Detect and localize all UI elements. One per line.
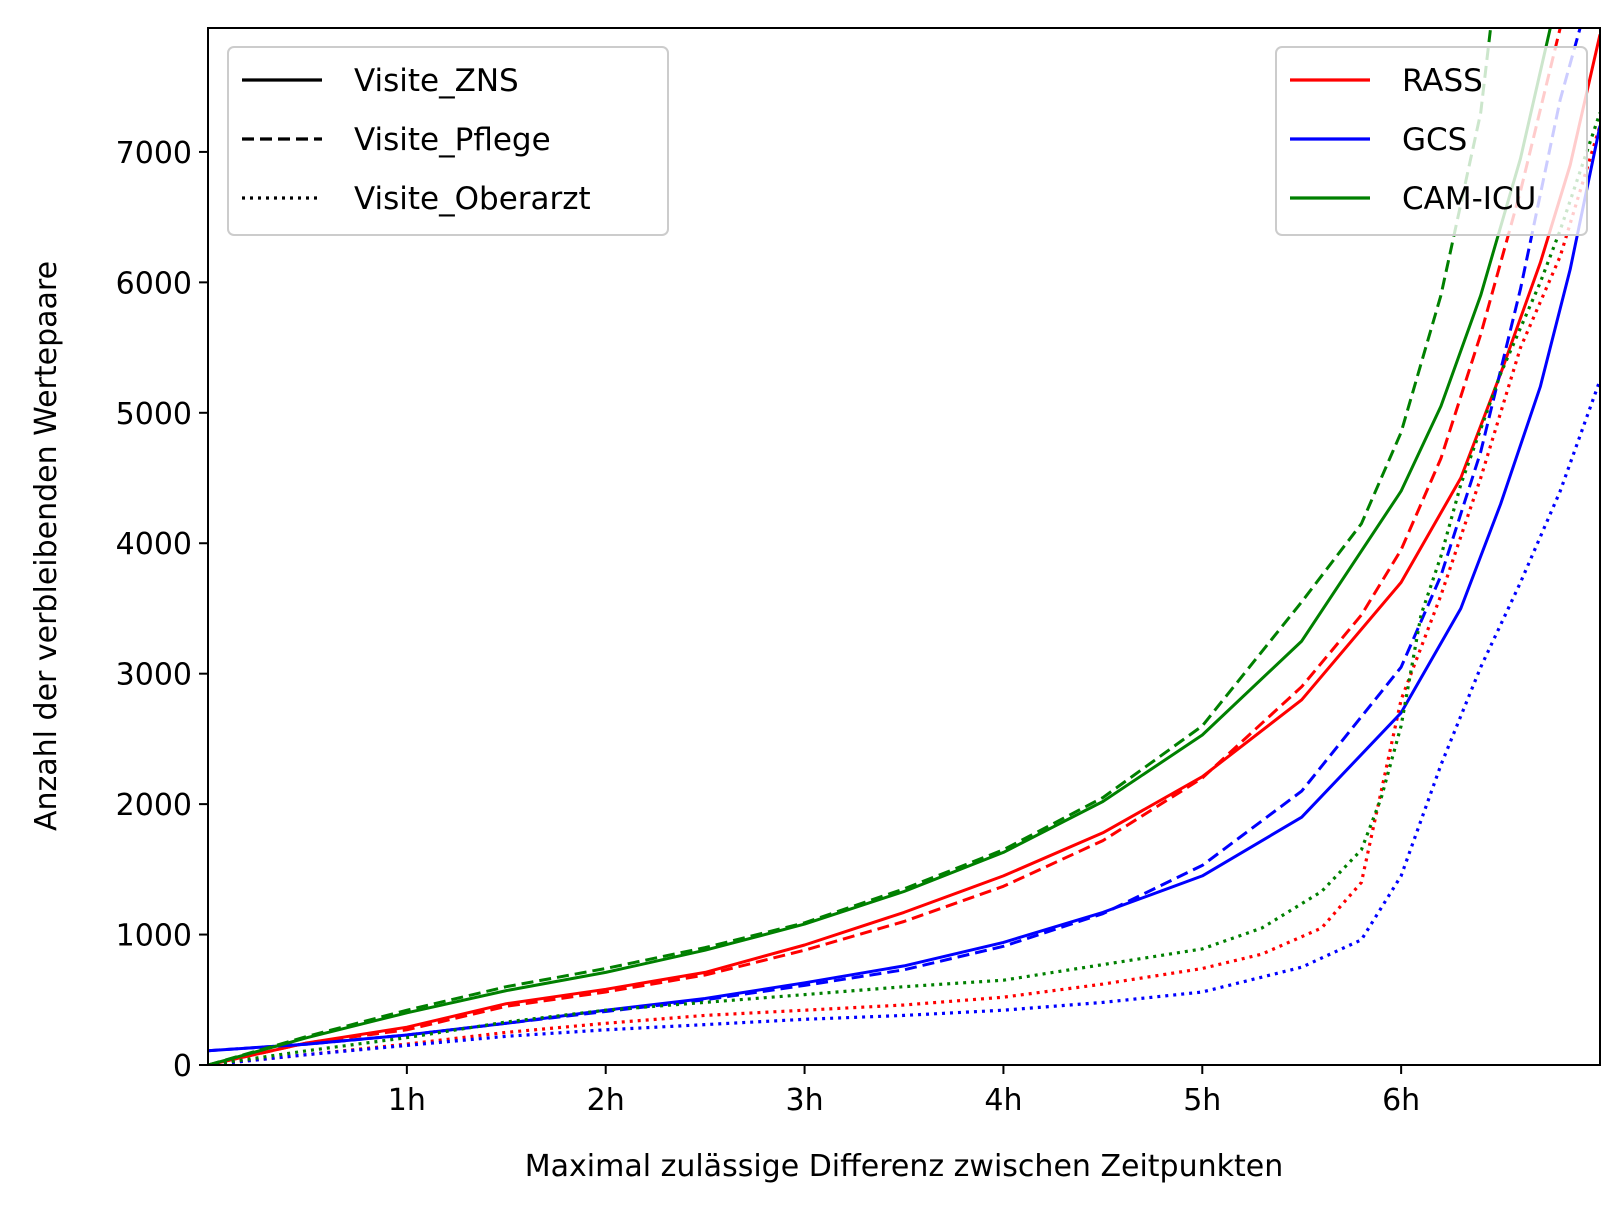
legend-style-box: [227, 46, 669, 236]
plot-frame: [207, 27, 1601, 1066]
x-tick-label: 4h: [984, 1083, 1022, 1118]
series-line-rass-visite-pflege: [208, 28, 1562, 1065]
y-tick-label: 0: [173, 1049, 192, 1084]
x-tick-label: 3h: [786, 1083, 824, 1118]
x-tick-label: 5h: [1183, 1083, 1221, 1118]
legend-label-gcs: GCS: [1402, 122, 1467, 158]
legend-label-rass: RASS: [1402, 63, 1483, 99]
y-tick-label: 6000: [116, 266, 192, 301]
y-tick-label: 2000: [116, 788, 192, 823]
legend-label-visite-zns: Visite_ZNS: [354, 63, 519, 99]
y-tick-label: 4000: [116, 527, 192, 562]
y-tick-label: 3000: [116, 658, 192, 693]
x-tick-label: 2h: [587, 1083, 625, 1118]
x-tick-label: 1h: [388, 1083, 426, 1118]
legend-style: Visite_ZNS Visite_Pflege Visite_Oberarzt: [227, 46, 669, 236]
legend-label-visite-pflege: Visite_Pflege: [354, 122, 551, 158]
series-line-gcs-visite-oberarzt: [208, 379, 1600, 1065]
legend-label-visite-oberarzt: Visite_Oberarzt: [354, 181, 591, 217]
series-line-cam-icu-visite-zns: [208, 28, 1552, 1065]
series-line-gcs-visite-zns: [208, 125, 1600, 1053]
x-tick-label: 6h: [1382, 1083, 1420, 1118]
x-axis-label: Maximal zulässige Differenz zwischen Zei…: [525, 1149, 1283, 1184]
series-line-rass-visite-zns: [208, 34, 1600, 1065]
series-layer: [208, 28, 1600, 1065]
series-line-cam-icu-visite-oberarzt: [208, 112, 1600, 1065]
y-axis-label: Anzahl der verbleibenden Wertepaare: [29, 261, 64, 831]
y-tick-label: 5000: [116, 397, 192, 432]
legend-color: RASS GCS CAM-ICU: [1275, 46, 1588, 236]
legend-label-cam-icu: CAM-ICU: [1402, 181, 1536, 217]
legend-color-box: [1275, 46, 1588, 236]
series-line-cam-icu-visite-pflege: [208, 28, 1493, 1065]
y-tick-label: 7000: [116, 136, 192, 171]
series-line-gcs-visite-pflege: [208, 28, 1582, 1053]
y-tick-label: 1000: [116, 919, 192, 954]
ticks-layer: 1h 2h 3h 4h 5h 6h 0 1000 2000 3000 4000 5000 6000 700…: [116, 136, 1421, 1118]
